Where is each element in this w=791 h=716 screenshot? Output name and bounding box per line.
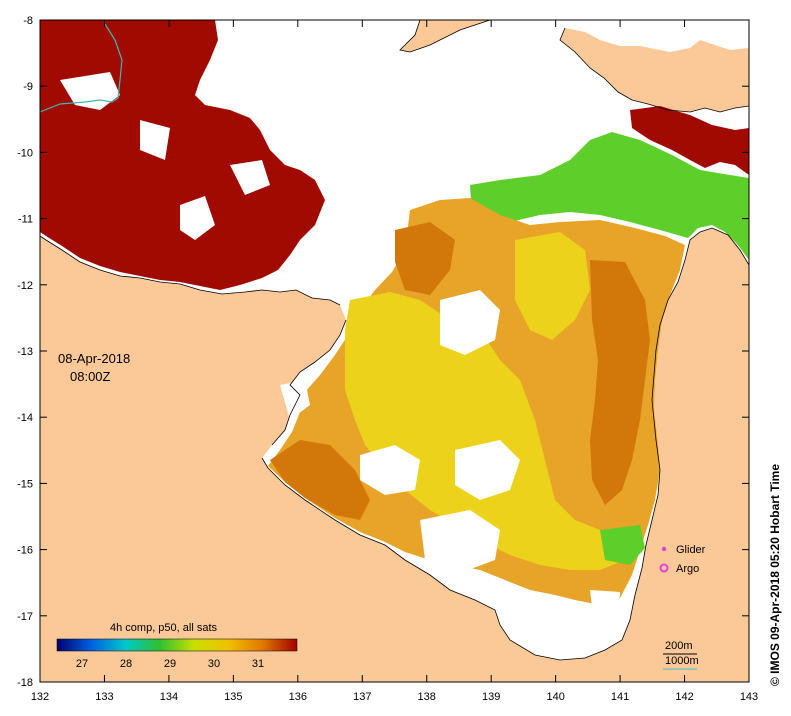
depth-contour-legend: 200m 1000m bbox=[663, 640, 699, 670]
lon-tick-label: 141 bbox=[611, 691, 629, 703]
lat-tick-label: -8 bbox=[23, 15, 33, 27]
lon-tick-label: 132 bbox=[31, 691, 49, 703]
lon-tick-label: 143 bbox=[740, 691, 758, 703]
lon-tick-label: 136 bbox=[289, 691, 307, 703]
argo-label: Argo bbox=[676, 563, 699, 575]
no-data-patch bbox=[590, 590, 620, 632]
no-data-patch bbox=[280, 380, 310, 420]
no-data-patch bbox=[140, 120, 170, 160]
colorbar bbox=[56, 638, 298, 652]
depth-1000m-label: 1000m bbox=[665, 655, 699, 667]
lat-tick-label: -13 bbox=[17, 346, 33, 358]
sst-patch-31c-northeast bbox=[630, 106, 749, 175]
argo-marker-icon bbox=[659, 563, 669, 573]
no-data-patch bbox=[440, 290, 500, 355]
lon-tick-label: 142 bbox=[675, 691, 693, 703]
maritime-boundary-line bbox=[40, 23, 123, 113]
coastline bbox=[261, 227, 749, 661]
sst-patch-30c-east bbox=[515, 232, 590, 340]
sst-patch-31c-southwest bbox=[270, 440, 370, 520]
coastline bbox=[40, 235, 341, 306]
coastline bbox=[559, 27, 749, 113]
lon-tick-label: 138 bbox=[418, 691, 436, 703]
no-data-patch bbox=[455, 440, 520, 500]
lat-tick-label: -17 bbox=[17, 611, 33, 623]
no-data-patch bbox=[180, 196, 215, 240]
sst-patch-31c-west bbox=[395, 222, 455, 295]
lon-tick-label: 139 bbox=[482, 691, 500, 703]
colorbar-tick-label: 28 bbox=[120, 658, 132, 670]
glider-marker-icon bbox=[661, 546, 667, 552]
lon-tick-label: 133 bbox=[95, 691, 113, 703]
lon-tick-label: 140 bbox=[546, 691, 564, 703]
coastline bbox=[399, 20, 491, 53]
lat-tick-label: -11 bbox=[18, 214, 33, 226]
lat-tick-label: -12 bbox=[17, 280, 33, 292]
latitude-axis: -8 -9 -10 -11 -12 -13 -14 -15 -16 -17 -18 bbox=[17, 15, 749, 689]
longitude-axis: 132 133 134 135 136 137 138 139 140 141 142 143 bbox=[31, 20, 758, 703]
colorbar-tick-label: 29 bbox=[164, 658, 176, 670]
lat-tick-label: -18 bbox=[17, 677, 33, 689]
lat-tick-label: -16 bbox=[17, 545, 33, 557]
no-data-patch bbox=[360, 445, 420, 495]
glider-label: Glider bbox=[676, 544, 706, 556]
date-label: 08-Apr-2018 bbox=[58, 351, 130, 366]
time-label: 08:00Z bbox=[70, 369, 111, 384]
sst-patch-31c-east bbox=[590, 260, 650, 505]
lat-tick-label: -14 bbox=[17, 412, 33, 424]
map-plot-area bbox=[40, 20, 749, 682]
lon-tick-label: 137 bbox=[353, 691, 371, 703]
colorbar-tick-label: 27 bbox=[76, 658, 88, 670]
colorbar-tick-label: 31 bbox=[252, 658, 264, 670]
lat-tick-label: -15 bbox=[17, 478, 33, 490]
lon-tick-label: 134 bbox=[160, 691, 178, 703]
credit-text: © IMOS 09-Apr-2018 05:20 Hobart Time bbox=[768, 464, 782, 686]
no-data-patch bbox=[230, 160, 270, 195]
lat-tick-label: -10 bbox=[17, 147, 33, 159]
colorbar-tick-label: 30 bbox=[208, 658, 220, 670]
sst-patch-30c-center bbox=[345, 292, 625, 570]
depth-200m-label: 200m bbox=[665, 640, 693, 652]
colorbar-ticks: 27 28 29 30 31 bbox=[76, 658, 264, 670]
no-data-patch bbox=[505, 590, 580, 650]
lon-tick-label: 135 bbox=[224, 691, 242, 703]
lat-tick-label: -9 bbox=[23, 81, 33, 93]
glider-legend: Glider bbox=[661, 544, 706, 556]
argo-legend: Argo bbox=[659, 563, 699, 575]
sst-patch-29c-north bbox=[470, 132, 749, 260]
no-data-patch bbox=[420, 510, 500, 575]
sst-patch-29c-southeast bbox=[600, 525, 645, 565]
colorbar-title: 4h comp, p50, all sats bbox=[110, 622, 218, 634]
